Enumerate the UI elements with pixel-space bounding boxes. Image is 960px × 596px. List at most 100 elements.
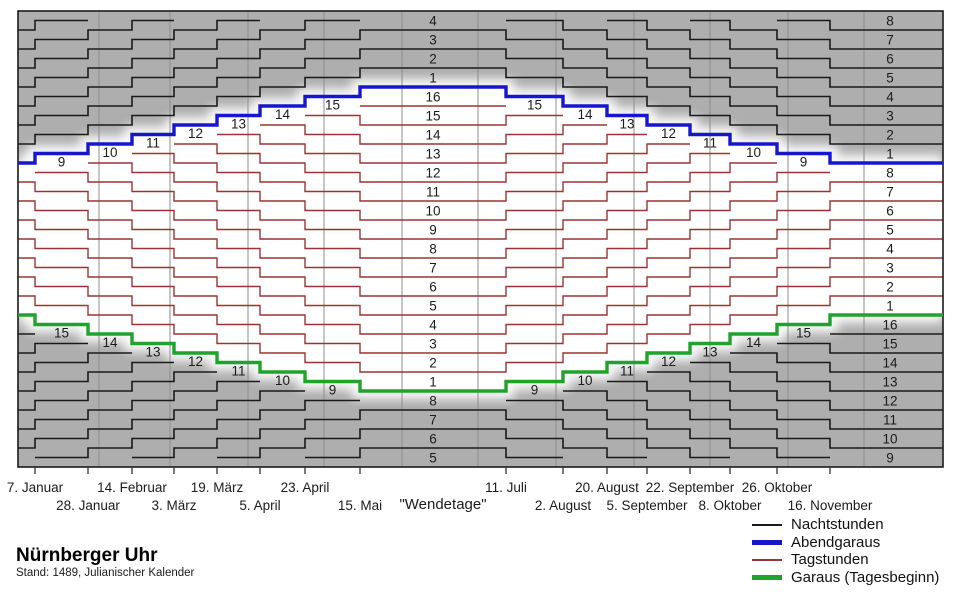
- svg-text:6: 6: [886, 203, 894, 218]
- garaus-line: [18, 313, 943, 393]
- svg-text:7: 7: [429, 412, 437, 427]
- svg-text:5: 5: [886, 70, 894, 85]
- svg-text:11: 11: [146, 136, 160, 151]
- svg-text:12: 12: [661, 354, 676, 369]
- svg-text:4: 4: [429, 13, 437, 28]
- svg-text:12: 12: [425, 165, 440, 180]
- svg-text:7: 7: [886, 184, 894, 199]
- svg-text:10: 10: [882, 431, 897, 446]
- abendgaraus-line: [18, 85, 943, 165]
- axis-date-label: 16. November: [787, 498, 873, 513]
- svg-text:7: 7: [429, 260, 437, 275]
- svg-text:10: 10: [102, 145, 117, 160]
- hour-chart: 4321161514131211109876543218765876543218…: [17, 10, 944, 474]
- axis-date-label: 15. Mai: [337, 498, 383, 513]
- legend-swatch-nachtstunden: [752, 523, 782, 526]
- axis-date-label: 8. Oktober: [698, 498, 762, 513]
- svg-text:3: 3: [429, 336, 437, 351]
- legend-item: Garaus (Tagesbeginn): [752, 569, 939, 587]
- svg-text:13: 13: [231, 117, 246, 132]
- svg-text:14: 14: [102, 335, 118, 350]
- svg-text:11: 11: [426, 184, 440, 199]
- nachtstunden-lines: [18, 19, 943, 459]
- svg-text:11: 11: [703, 136, 717, 151]
- axis-date-label: 20. August: [575, 480, 639, 495]
- svg-text:7: 7: [886, 32, 894, 47]
- svg-text:1: 1: [429, 70, 437, 85]
- svg-text:14: 14: [577, 107, 593, 122]
- legend-item: Tagstunden: [752, 551, 939, 569]
- svg-text:6: 6: [429, 431, 437, 446]
- svg-text:11: 11: [883, 412, 897, 427]
- svg-text:11: 11: [620, 364, 634, 379]
- svg-text:10: 10: [425, 203, 440, 218]
- page-title: Nürnberger Uhr: [16, 545, 158, 566]
- svg-text:2: 2: [886, 279, 894, 294]
- svg-text:13: 13: [882, 374, 897, 389]
- svg-text:1: 1: [886, 298, 894, 313]
- svg-text:12: 12: [882, 393, 897, 408]
- svg-text:14: 14: [275, 107, 291, 122]
- legend-label: Abendgaraus: [791, 533, 881, 551]
- axis-date-label: 7. Januar: [6, 480, 64, 495]
- svg-text:9: 9: [429, 222, 437, 237]
- svg-text:16: 16: [882, 317, 897, 332]
- svg-text:5: 5: [429, 450, 437, 465]
- legend: Nachtstunden Abendgaraus Tagstunden Garaus …: [752, 516, 939, 586]
- svg-text:2: 2: [886, 127, 894, 142]
- svg-text:15: 15: [325, 98, 340, 113]
- svg-text:15: 15: [796, 326, 811, 341]
- axis-date-label: 5. September: [606, 498, 688, 513]
- svg-text:6: 6: [886, 51, 894, 66]
- svg-text:2: 2: [429, 355, 437, 370]
- svg-text:13: 13: [702, 345, 717, 360]
- legend-label: Tagstunden: [791, 551, 869, 569]
- subtitle: Stand: 1489, Julianischer Kalender: [16, 567, 195, 579]
- svg-text:16: 16: [425, 89, 440, 104]
- svg-text:12: 12: [661, 126, 676, 141]
- svg-text:5: 5: [429, 298, 437, 313]
- svg-text:12: 12: [188, 126, 203, 141]
- svg-text:15: 15: [882, 336, 897, 351]
- svg-text:9: 9: [531, 383, 539, 398]
- svg-text:15: 15: [54, 326, 69, 341]
- tagstunden-lines: [18, 105, 943, 373]
- svg-text:13: 13: [425, 146, 440, 161]
- svg-text:6: 6: [429, 279, 437, 294]
- svg-text:4: 4: [886, 89, 894, 104]
- axis-date-label: 26. Oktober: [741, 480, 813, 495]
- legend-swatch-garaus-tagesbeginn-: [752, 575, 782, 580]
- svg-text:1: 1: [429, 374, 437, 389]
- legend-item: Nachtstunden: [752, 516, 939, 534]
- axis-date-label: 23. April: [280, 480, 330, 495]
- svg-text:14: 14: [425, 127, 441, 142]
- wendetage-label: "Wendetage": [399, 496, 487, 513]
- svg-text:14: 14: [746, 335, 762, 350]
- svg-text:8: 8: [429, 393, 437, 408]
- axis-date-label: 3. März: [151, 498, 197, 513]
- svg-text:12: 12: [188, 354, 203, 369]
- svg-text:8: 8: [886, 165, 894, 180]
- svg-text:13: 13: [145, 345, 160, 360]
- svg-text:1: 1: [886, 146, 894, 161]
- svg-text:9: 9: [886, 450, 894, 465]
- legend-item: Abendgaraus: [752, 534, 939, 552]
- svg-text:15: 15: [425, 108, 440, 123]
- svg-text:8: 8: [886, 13, 894, 28]
- axis-date-label: 5. April: [239, 498, 281, 513]
- svg-text:2: 2: [429, 51, 437, 66]
- svg-text:4: 4: [886, 241, 894, 256]
- svg-text:5: 5: [886, 222, 894, 237]
- svg-text:15: 15: [527, 98, 542, 113]
- svg-text:9: 9: [329, 383, 337, 398]
- svg-text:14: 14: [882, 355, 898, 370]
- right-hour-numbers: 8 7 6 5 4 3 2 1 8 7 6 5 4 3 2 1 16 15 14 13 12 11 10 9: [882, 13, 898, 465]
- svg-text:13: 13: [619, 117, 634, 132]
- legend-label: Garaus (Tagesbeginn): [791, 568, 940, 586]
- svg-text:8: 8: [429, 241, 437, 256]
- svg-text:10: 10: [275, 373, 290, 388]
- svg-text:11: 11: [231, 364, 245, 379]
- axis-date-label: 11. Juli: [485, 480, 527, 495]
